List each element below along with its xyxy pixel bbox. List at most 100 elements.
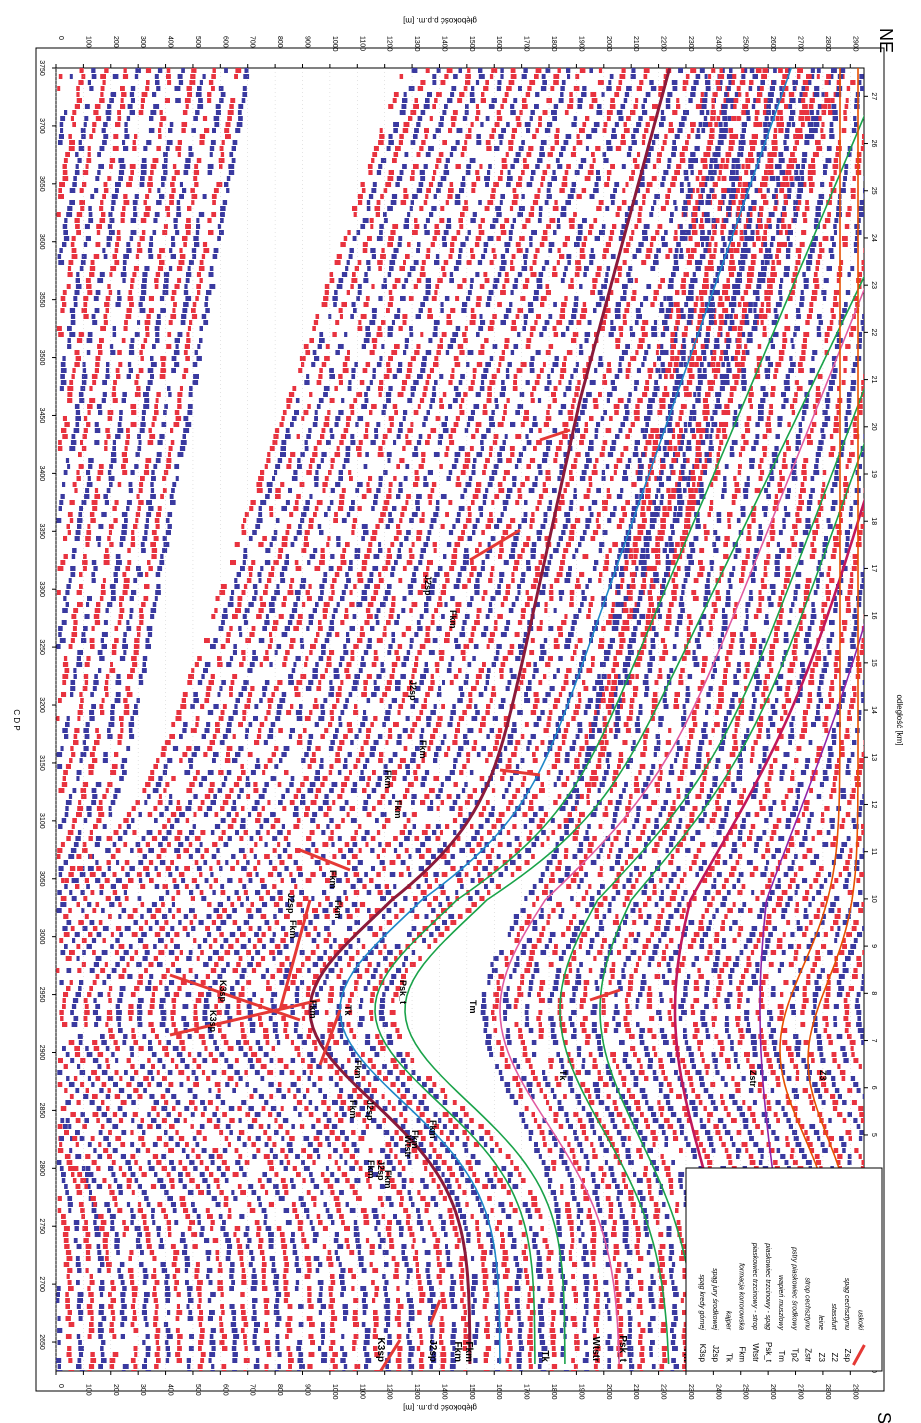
seismic-trace-segment <box>152 92 157 97</box>
seismic-trace-segment <box>587 170 594 175</box>
seismic-trace-segment <box>271 692 275 697</box>
seismic-trace-segment <box>289 728 295 733</box>
seismic-trace-segment <box>364 620 370 625</box>
seismic-trace-segment <box>121 512 128 517</box>
seismic-trace-segment <box>513 380 517 385</box>
seismic-trace-segment <box>338 476 343 481</box>
seismic-trace-segment <box>518 206 525 211</box>
seismic-trace-segment <box>164 278 169 283</box>
seismic-trace-segment <box>436 188 441 193</box>
seismic-trace-segment <box>408 548 413 553</box>
seismic-trace-segment <box>386 368 392 373</box>
seismic-trace-segment <box>227 836 232 841</box>
seismic-trace-segment <box>300 644 305 649</box>
seismic-trace-segment <box>536 314 541 319</box>
seismic-trace-segment <box>567 194 574 199</box>
seismic-trace-segment <box>94 740 100 745</box>
seismic-trace-segment <box>152 1154 159 1159</box>
seismic-trace-segment <box>213 1124 220 1129</box>
seismic-trace-segment <box>338 374 343 379</box>
seismic-trace-segment <box>62 902 67 907</box>
seismic-trace-segment <box>453 386 459 391</box>
seismic-trace-segment <box>116 374 121 379</box>
seismic-trace-segment <box>170 440 175 445</box>
seismic-trace-segment <box>476 332 480 337</box>
seismic-trace-segment <box>420 80 426 85</box>
seismic-trace-segment <box>204 878 209 883</box>
seismic-trace-segment <box>368 476 373 481</box>
seismic-trace-segment <box>212 1112 217 1117</box>
seismic-trace-segment <box>320 554 325 559</box>
seismic-trace-segment <box>68 644 73 649</box>
seismic-trace-segment <box>118 176 123 181</box>
seismic-trace-segment <box>83 818 88 823</box>
seismic-trace-segment <box>154 866 158 871</box>
seismic-trace-segment <box>130 848 134 853</box>
seismic-trace-segment <box>191 926 196 931</box>
seismic-trace-segment <box>139 608 144 613</box>
seismic-trace-segment <box>218 770 224 775</box>
seismic-trace-segment <box>59 980 64 985</box>
seismic-trace-segment <box>257 572 262 577</box>
seismic-trace-segment <box>159 374 166 379</box>
seismic-trace-segment <box>254 800 260 805</box>
seismic-trace-segment <box>404 218 409 223</box>
seismic-trace-segment <box>290 578 295 583</box>
seismic-trace-segment <box>75 356 81 361</box>
seismic-trace-segment <box>316 500 323 505</box>
seismic-trace-segment <box>363 740 369 745</box>
seismic-trace-segment <box>121 1304 127 1309</box>
seismic-trace-segment <box>66 1274 70 1279</box>
seismic-trace-segment <box>279 758 283 763</box>
seismic-trace-segment <box>83 1094 89 1099</box>
seismic-trace-segment <box>78 140 82 145</box>
seismic-trace-segment <box>274 764 279 769</box>
seismic-trace-segment <box>581 188 587 193</box>
seismic-trace-segment <box>132 1298 136 1303</box>
seismic-trace-segment <box>331 1310 335 1315</box>
seismic-trace-segment <box>95 1016 102 1021</box>
seismic-trace-segment <box>387 650 392 655</box>
seismic-trace-segment <box>99 704 104 709</box>
seismic-trace-segment <box>199 140 205 145</box>
seismic-trace-segment <box>510 74 517 79</box>
seismic-trace-segment <box>149 1004 155 1009</box>
seismic-trace-segment <box>170 938 174 943</box>
seismic-trace-segment <box>493 434 499 439</box>
seismic-trace-segment <box>224 1178 229 1183</box>
seismic-trace-segment <box>472 368 477 373</box>
seismic-trace-segment <box>318 1262 323 1267</box>
seismic-trace-segment <box>512 218 516 223</box>
seismic-trace-segment <box>305 806 310 811</box>
seismic-trace-segment <box>59 248 63 253</box>
seismic-trace-segment <box>485 116 490 121</box>
seismic-trace-segment <box>162 884 168 889</box>
seismic-trace-segment <box>160 1262 166 1267</box>
seismic-trace-segment <box>85 536 91 541</box>
seismic-trace-segment <box>134 1178 139 1183</box>
seismic-trace-segment <box>434 380 438 385</box>
seismic-trace-segment <box>113 830 119 835</box>
seismic-trace-segment <box>143 1358 147 1363</box>
seismic-trace-segment <box>81 962 86 967</box>
seismic-trace-segment <box>100 710 105 715</box>
seismic-trace-segment <box>268 704 272 709</box>
seismic-trace-segment <box>71 752 76 757</box>
seismic-trace-segment <box>351 686 358 691</box>
seismic-trace-segment <box>558 98 564 103</box>
seismic-trace-segment <box>106 860 111 865</box>
seismic-trace-segment <box>76 470 80 475</box>
seismic-trace-segment <box>294 410 299 415</box>
seismic-trace-segment <box>540 86 547 91</box>
seismic-trace-segment <box>135 518 139 523</box>
seismic-trace-segment <box>240 1190 246 1195</box>
seismic-trace-segment <box>259 596 263 601</box>
seismic-trace-segment <box>67 530 71 535</box>
seismic-trace-segment <box>229 692 233 697</box>
seismic-trace-segment <box>350 650 355 655</box>
seismic-trace-segment <box>394 344 400 349</box>
seismic-trace-segment <box>362 218 369 223</box>
seismic-trace-segment <box>242 884 247 889</box>
seismic-trace-segment <box>115 848 121 853</box>
seismic-trace-segment <box>154 404 158 409</box>
